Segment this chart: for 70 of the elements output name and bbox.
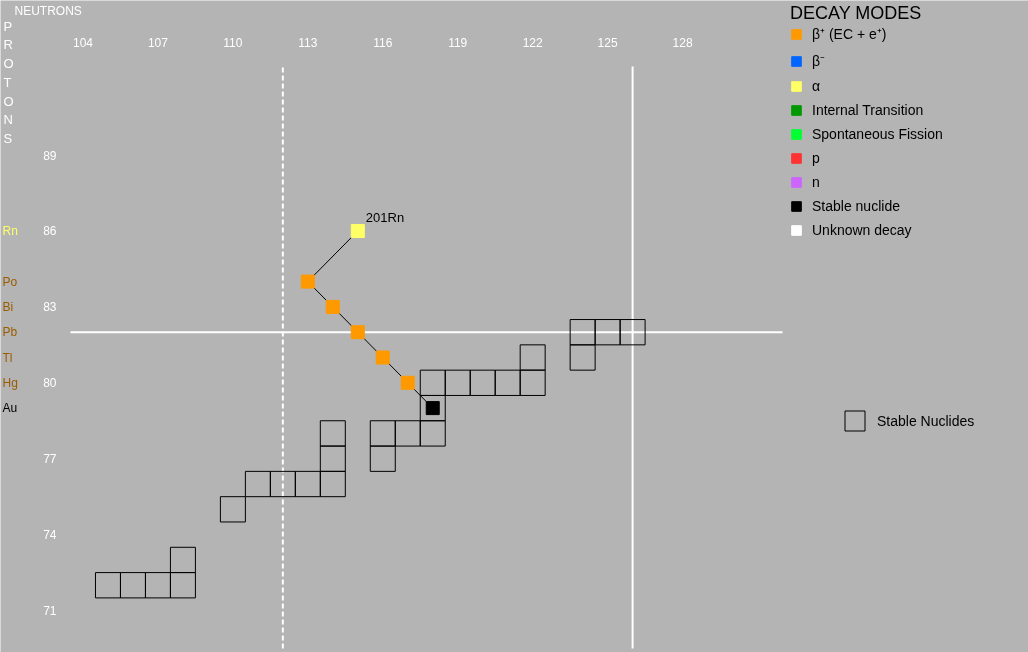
point [419,369,446,396]
point [469,369,496,396]
point [244,470,271,498]
legend-label: Internal Transition [812,102,924,118]
x-tick-label: 110 [223,36,243,50]
point [169,572,196,599]
y-tick-label: 77 [43,452,57,467]
point [594,319,621,346]
legend-label: Stable Nuclides [877,411,975,431]
point [519,344,546,371]
point [400,375,415,390]
point [569,344,596,371]
y-tick-label: 86 [43,224,57,239]
category-label: Tl [2,350,13,365]
point [375,350,390,365]
legend-label: Stable nuclide [812,198,900,214]
category-label: Hg [2,375,18,390]
x-tick-label: 122 [522,36,544,50]
point [319,445,346,472]
y-tick-label: 80 [43,376,57,391]
x-axis-title: NEUTRONS [14,3,82,18]
legend-label: p [812,150,821,166]
category-label: Au [2,401,18,416]
category-label: Rn [2,223,18,238]
category-label: Bi [2,299,14,314]
annotation: 201Rn [365,209,405,225]
y-axis-title: PROTONS [3,18,14,146]
point [494,369,521,396]
x-tick-label: 116 [373,36,393,50]
point [369,420,396,447]
point [294,470,321,498]
point [350,223,365,238]
x-tick-label: 128 [672,36,693,50]
legend-label: β⁻ [812,52,827,70]
point [519,369,546,396]
point [219,496,246,523]
x-tick-label: 113 [298,36,318,50]
point [319,420,346,447]
x-tick-label: 119 [448,36,468,50]
x-tick-label: 107 [147,36,169,50]
point [419,420,446,447]
point [419,394,446,422]
point [169,546,196,574]
y-tick-label: 74 [43,528,57,543]
point [300,274,315,289]
legend-label: α [812,78,822,94]
y-tick-label: 83 [43,300,57,315]
x-tick-label: 104 [72,36,94,50]
y-tick-label: 89 [43,148,57,163]
point [325,299,340,314]
point [144,572,171,599]
point [119,572,146,599]
category-label: Po [2,274,18,289]
point [369,445,396,472]
category-label: Pb [2,325,18,340]
legend-title: DECAY MODES [790,3,923,24]
point [319,470,346,498]
point [444,369,471,396]
legend-label: Unknown decay [812,222,912,238]
y-tick-label: 71 [43,604,57,619]
x-tick-label: 125 [597,36,618,50]
legend-label: Spontaneous Fission [812,126,943,142]
point [394,420,421,447]
point [94,572,121,599]
legend-label: β⁺ (EC + e⁺) [812,25,887,43]
point [569,319,596,346]
legend-label: n [812,174,821,190]
point [269,470,296,498]
point [350,325,365,340]
point [619,319,646,346]
